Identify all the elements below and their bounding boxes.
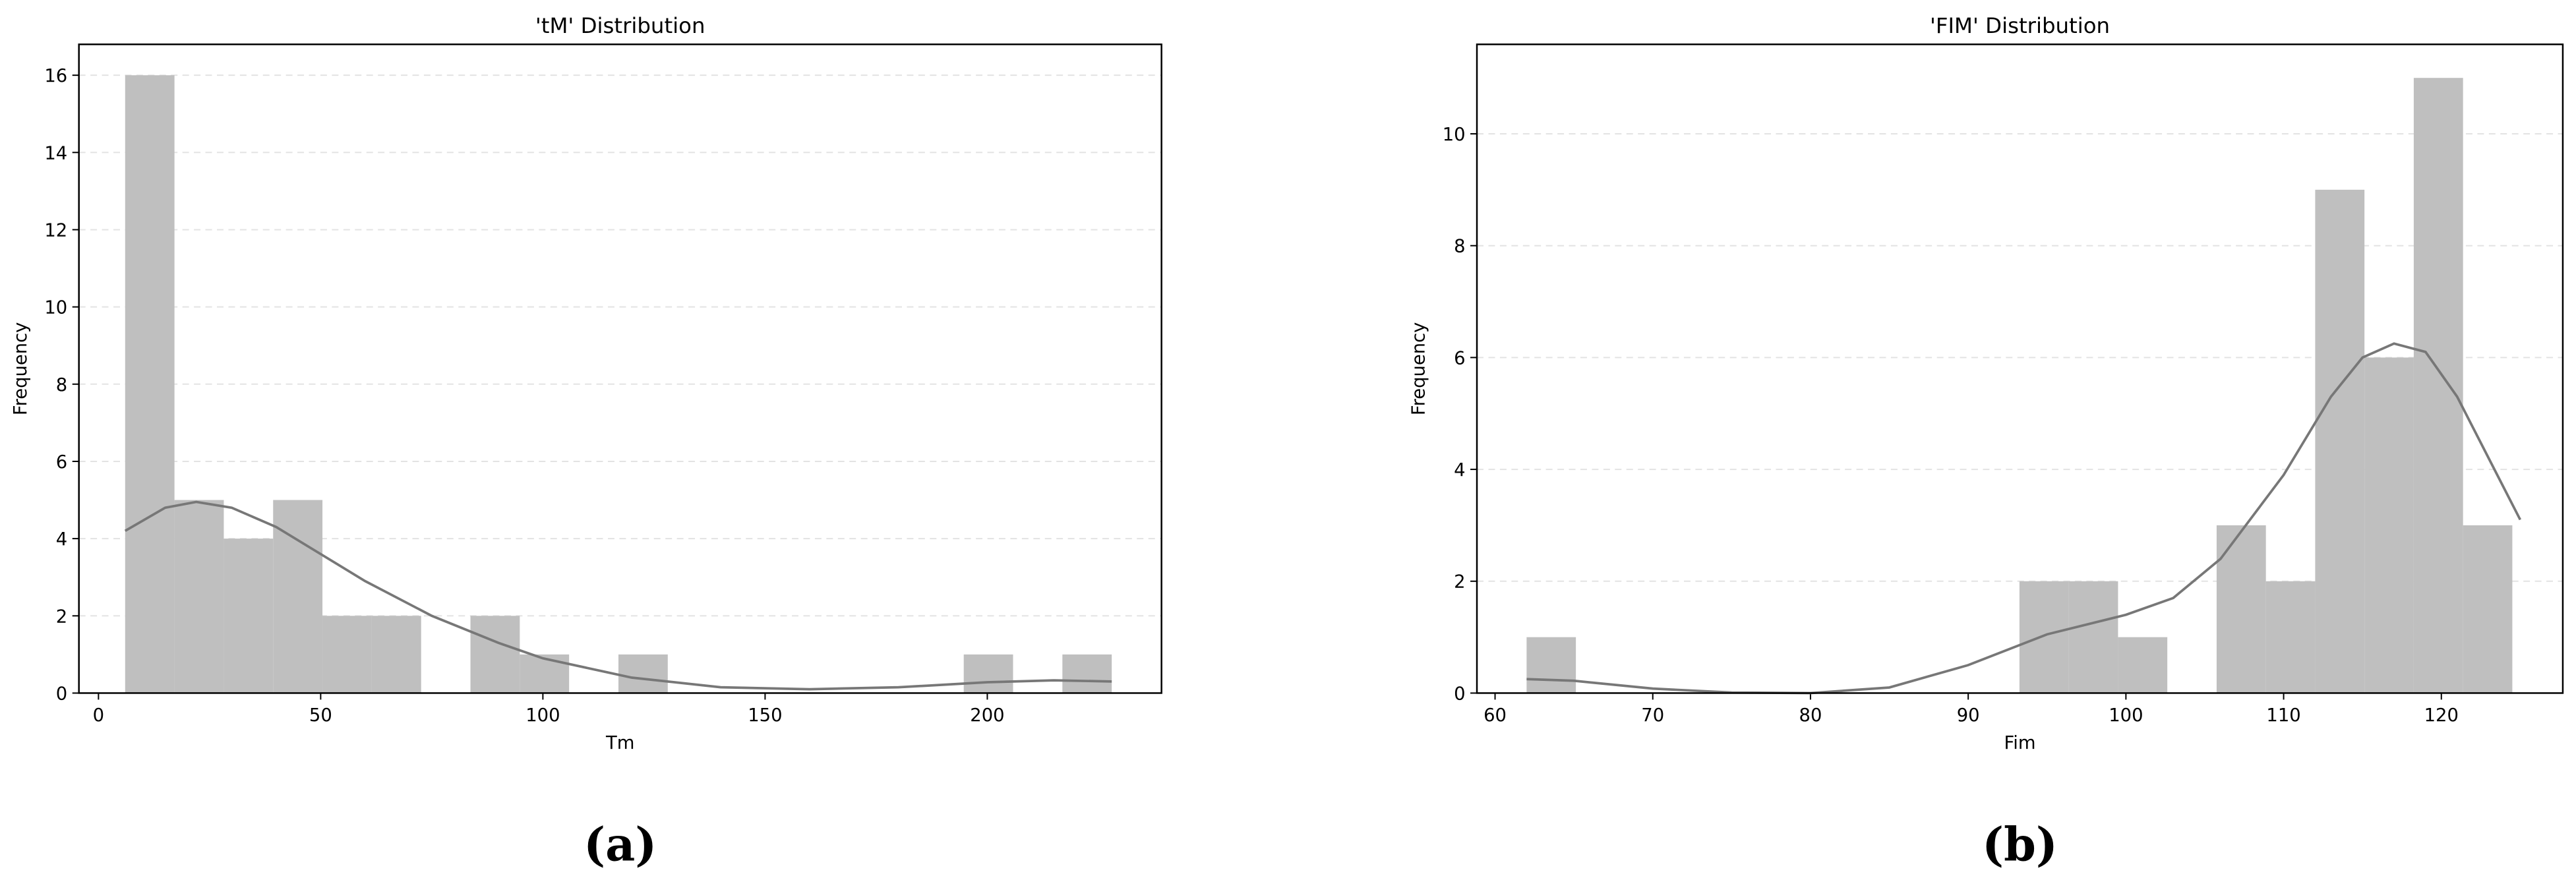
bar xyxy=(2216,525,2266,693)
x-tick-label: 90 xyxy=(1957,705,1980,726)
bar xyxy=(2413,78,2463,693)
chart-title: 'FIM' Distribution xyxy=(1930,13,2110,38)
bar xyxy=(520,654,570,693)
bar xyxy=(174,500,224,693)
subfigure-caption: (b) xyxy=(1982,818,2058,872)
y-tick-label: 0 xyxy=(56,684,67,704)
y-tick-label: 6 xyxy=(56,452,67,473)
y-tick-label: 12 xyxy=(44,220,67,241)
y-tick-label: 10 xyxy=(44,298,67,318)
kde-line xyxy=(124,500,1112,691)
y-tick-label: 4 xyxy=(56,529,67,550)
bar xyxy=(322,616,372,693)
bar xyxy=(618,654,668,693)
bar xyxy=(2364,357,2414,693)
x-axis-label: Tm xyxy=(605,733,634,753)
bar xyxy=(1526,637,1576,693)
y-tick-label: 2 xyxy=(56,606,67,627)
bar xyxy=(2068,581,2118,693)
bar xyxy=(2118,637,2168,693)
y-tick-label: 16 xyxy=(44,66,67,86)
bar xyxy=(125,75,175,693)
bar xyxy=(470,616,520,693)
x-tick-label: 110 xyxy=(2266,705,2300,726)
bar xyxy=(2463,525,2513,693)
plot-frame xyxy=(78,44,1162,694)
x-tick-label: 150 xyxy=(748,705,782,726)
bar xyxy=(2315,189,2365,693)
y-tick-label: 0 xyxy=(1454,684,1465,704)
y-tick-label: 4 xyxy=(1454,460,1465,481)
x-tick-label: 200 xyxy=(970,705,1004,726)
x-tick-label: 100 xyxy=(525,705,560,726)
chart: 'tM' Distribution Tm Frequency (a) 0 2 4 6 8 10 12… xyxy=(11,13,1162,872)
y-tick-label: 2 xyxy=(1454,572,1465,593)
subfigure-caption: (a) xyxy=(584,818,657,872)
x-tick-label: 50 xyxy=(309,705,332,726)
x-tick-label: 60 xyxy=(1483,705,1507,726)
x-tick-label: 70 xyxy=(1641,705,1664,726)
x-axis-label: Fim xyxy=(2004,733,2035,753)
bar xyxy=(2019,581,2069,693)
y-tick-label: 10 xyxy=(1443,125,1466,145)
y-axis-label: Frequency xyxy=(11,322,31,415)
x-tick-label: 100 xyxy=(2109,705,2143,726)
x-tick-label: 120 xyxy=(2424,705,2459,726)
y-tick-label: 8 xyxy=(56,375,67,395)
y-tick-label: 6 xyxy=(1454,348,1465,368)
y-axis-label: Frequency xyxy=(1408,322,1429,415)
bar xyxy=(963,654,1013,693)
bar xyxy=(1062,654,1112,693)
y-tick-label: 8 xyxy=(1454,237,1465,257)
bar xyxy=(371,616,421,693)
chart-title: 'tM' Distribution xyxy=(535,13,705,38)
bar xyxy=(224,539,274,693)
bar xyxy=(2265,581,2316,693)
bar xyxy=(273,500,323,693)
x-tick-label: 80 xyxy=(1799,705,1822,726)
chart: 'FIM' Distribution Fim Frequency (b) 0 2 4 6 8 10… xyxy=(1408,13,2564,872)
y-tick-label: 14 xyxy=(44,143,67,163)
plot-frame xyxy=(1476,44,2564,694)
x-tick-label: 0 xyxy=(93,705,104,726)
